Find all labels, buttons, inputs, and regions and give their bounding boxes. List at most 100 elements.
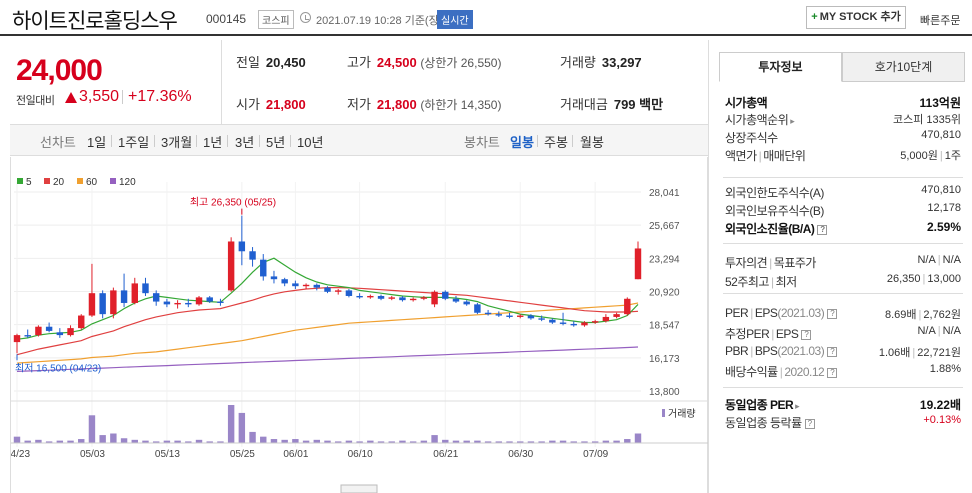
candle-body bbox=[517, 315, 524, 317]
x-tick-label: 06/21 bbox=[433, 449, 458, 460]
volume-bar bbox=[302, 440, 310, 443]
volume-bar bbox=[142, 440, 149, 443]
caret-right-icon[interactable]: ▸ bbox=[795, 401, 800, 411]
candle-body bbox=[602, 316, 610, 322]
tab-investment-info[interactable]: 투자정보 bbox=[719, 52, 842, 82]
legend-swatch bbox=[44, 178, 50, 184]
price-rate: +17.36% bbox=[128, 88, 192, 105]
tab-hoga-10[interactable]: 호가10단계 bbox=[842, 52, 965, 82]
low-annotation: 최저 16,500 (04/23) bbox=[15, 362, 101, 374]
price-diff: 3,550 bbox=[79, 88, 120, 105]
help-icon[interactable]: ? bbox=[804, 419, 815, 429]
chart-scroll-handle bbox=[340, 484, 378, 493]
volume-bar bbox=[495, 441, 503, 443]
info-row: 시가총액순위 ▸ 코스피 1335위 bbox=[725, 113, 961, 127]
stat-prev: 전일 20,450 bbox=[236, 55, 306, 70]
candle-body bbox=[99, 293, 106, 315]
quick-order-link[interactable]: 빠른주문 bbox=[920, 15, 961, 27]
chart-period-toolbar: 선차트 1일 1주일 3개월 1년 3년 5년 10년 봉차트 일봉 주봉 월봉 bbox=[10, 124, 708, 156]
volume-bar bbox=[591, 441, 599, 443]
help-icon[interactable]: ? bbox=[801, 330, 812, 340]
volume-label: 거래량 bbox=[668, 408, 696, 420]
volume-bar bbox=[559, 440, 567, 443]
stock-chart[interactable]: 28,041 25,667 23,294 20,920 18,547 16,173 13,8… bbox=[10, 157, 709, 493]
legend-swatch bbox=[77, 178, 83, 184]
help-icon[interactable]: ? bbox=[817, 225, 828, 235]
my-stock-label: MY STOCK 추가 bbox=[819, 11, 901, 23]
volume-bar bbox=[88, 415, 96, 443]
divider bbox=[196, 135, 197, 147]
volume-bar bbox=[270, 439, 278, 443]
info-row: 동일업종 PER ▸ 19.22배 bbox=[725, 398, 961, 412]
y-tick-label: 28,041 bbox=[649, 188, 680, 199]
candle-weekly[interactable]: 주봉 bbox=[544, 135, 568, 150]
candle-body bbox=[67, 328, 74, 336]
high-annotation: 최고 26,350 (05/25) bbox=[190, 197, 276, 209]
price-stats: 전일 20,450 고가 24,500 (상한가 26,550) 거래량 33,297… bbox=[221, 40, 708, 124]
period-1y[interactable]: 1년 bbox=[203, 135, 223, 150]
volume-bar bbox=[131, 439, 138, 443]
candle-body bbox=[324, 287, 331, 292]
volume-bar bbox=[409, 441, 417, 443]
help-icon[interactable]: ? bbox=[827, 368, 838, 378]
candle-body bbox=[431, 291, 438, 305]
realtime-badge[interactable]: 실시간 bbox=[437, 10, 473, 29]
volume-bar bbox=[624, 439, 631, 443]
line-chart-label[interactable]: 선차트 bbox=[40, 135, 76, 150]
candle-body bbox=[131, 283, 138, 303]
info-row: 상장주식수 470,810 bbox=[725, 129, 961, 145]
volume-bar bbox=[431, 435, 438, 443]
period-1d[interactable]: 1일 bbox=[87, 135, 107, 150]
sector-group: 동일업종 PER ▸ 19.22배 동일업종 등락률? +0.13% bbox=[723, 388, 963, 432]
candle-daily[interactable]: 일봉 bbox=[510, 135, 534, 150]
volume-bar bbox=[474, 440, 481, 443]
candle-chart-label[interactable]: 봉차트 bbox=[464, 135, 500, 150]
volume-bar bbox=[217, 441, 224, 443]
candle-body bbox=[377, 295, 385, 299]
period-1w[interactable]: 1주일 bbox=[118, 135, 150, 150]
stat-amount: 거래대금 799 백만 bbox=[560, 97, 664, 112]
candle-body bbox=[581, 322, 588, 326]
candle-body bbox=[463, 301, 470, 305]
candle-monthly[interactable]: 월봉 bbox=[580, 135, 604, 150]
legend-swatch bbox=[17, 178, 23, 184]
candle-body bbox=[613, 314, 620, 317]
candle-body bbox=[452, 298, 460, 302]
caret-right-icon[interactable]: ▸ bbox=[790, 116, 795, 126]
help-icon[interactable]: ? bbox=[827, 309, 838, 319]
my-stock-add-button[interactable]: + MY STOCK 추가 bbox=[806, 6, 906, 29]
volume-bar bbox=[602, 440, 610, 443]
volume-bar bbox=[313, 439, 321, 443]
candle-body bbox=[13, 335, 21, 343]
candle-body bbox=[527, 315, 535, 319]
divider bbox=[227, 135, 228, 147]
volume-bar bbox=[420, 440, 428, 443]
help-icon[interactable]: ? bbox=[827, 347, 838, 357]
volume-bar bbox=[185, 441, 192, 443]
candle-body bbox=[549, 319, 556, 323]
volume-bar bbox=[517, 441, 524, 443]
candle-body bbox=[334, 290, 342, 292]
period-5y[interactable]: 5년 bbox=[266, 135, 286, 150]
stat-low: 저가 21,800 (하한가 14,350) bbox=[347, 97, 502, 112]
investment-info-panel: 투자정보 호가10단계 시가총액 113억원 시가총액순위 ▸ 코스피 1335위 상… bbox=[708, 40, 972, 493]
info-row: 배당수익률 | 2020.12? 1.88% bbox=[725, 363, 961, 379]
price-summary: 24,000 전일대비 3,550 +17.36% bbox=[10, 40, 220, 124]
legend-label: 120 bbox=[119, 177, 136, 188]
stock-code: 000145 bbox=[206, 12, 247, 26]
info-row: 동일업종 등락률? +0.13% bbox=[725, 414, 961, 430]
legend-swatch bbox=[110, 178, 116, 184]
x-tick-label: 06/01 bbox=[283, 449, 308, 460]
volume-bar bbox=[206, 441, 213, 443]
divider bbox=[111, 135, 112, 147]
period-10y[interactable]: 10년 bbox=[297, 135, 324, 150]
period-3y[interactable]: 3년 bbox=[235, 135, 255, 150]
x-tick-label: 05/25 bbox=[230, 449, 255, 460]
volume-bar bbox=[249, 431, 256, 443]
candle-body bbox=[56, 332, 64, 336]
clock-icon bbox=[300, 12, 311, 23]
divider bbox=[572, 135, 573, 147]
candle-body bbox=[45, 326, 53, 331]
candle-body bbox=[260, 259, 267, 277]
period-3m[interactable]: 3개월 bbox=[161, 135, 193, 150]
